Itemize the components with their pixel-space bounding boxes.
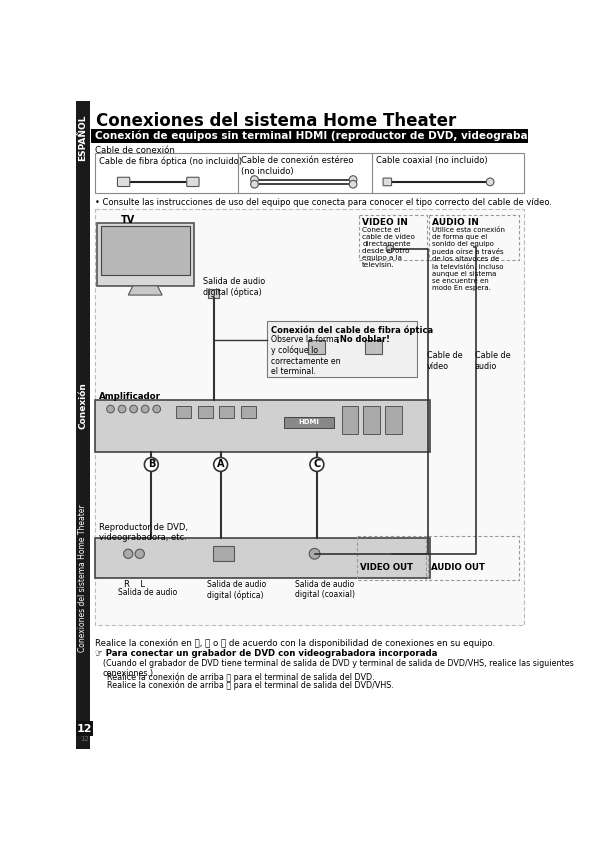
Text: Cable de conexión estéreo
(no incluido): Cable de conexión estéreo (no incluido) [242, 157, 354, 176]
Circle shape [309, 548, 320, 559]
Circle shape [250, 176, 258, 184]
Text: Cable de fibra óptica (no incluido): Cable de fibra óptica (no incluido) [99, 157, 242, 166]
Bar [101, 226, 190, 275]
Bar [98, 222, 194, 285]
Text: VIDEO IN: VIDEO IN [362, 218, 408, 227]
Circle shape [142, 405, 149, 413]
Text: Reproductor de DVD,
videograbadora, etc.: Reproductor de DVD, videograbadora, etc. [99, 523, 188, 542]
Polygon shape [129, 285, 162, 295]
Bar [359, 215, 427, 259]
Text: AUDIO OUT: AUDIO OUT [431, 563, 485, 572]
Circle shape [386, 245, 394, 253]
Circle shape [124, 549, 133, 558]
Circle shape [250, 180, 258, 188]
Text: VIDEO OUT: VIDEO OUT [360, 563, 413, 572]
Bar [428, 215, 519, 259]
Bar [95, 400, 430, 452]
Text: ☞ Para conectar un grabador de DVD con videograbadora incorporada: ☞ Para conectar un grabador de DVD con v… [95, 649, 437, 658]
Text: Cable de
audio: Cable de audio [475, 351, 511, 370]
Bar [363, 406, 380, 434]
Text: Utilice esta conexión
de forma que el
sonido del equipo
pueda oírse a través
de : Utilice esta conexión de forma que el so… [431, 226, 505, 291]
Text: Cable de
vídeo: Cable de vídeo [427, 351, 462, 370]
Text: Conexiones del sistema Home Theater: Conexiones del sistema Home Theater [79, 504, 87, 653]
FancyBboxPatch shape [117, 178, 130, 187]
Bar [95, 153, 524, 194]
FancyBboxPatch shape [187, 178, 199, 187]
Bar [342, 406, 358, 434]
Bar [76, 721, 93, 736]
Text: C: C [313, 460, 321, 470]
Text: 12: 12 [80, 736, 89, 742]
Text: Realice la conexión de arriba Ⓐ para el terminal de salida del DVD.: Realice la conexión de arriba Ⓐ para el … [107, 673, 374, 682]
Text: Conecte el
cable de vídeo
directamente
desde el otro
equipo a la
televisín.: Conecte el cable de vídeo directamente d… [362, 226, 415, 268]
Text: A: A [217, 460, 224, 470]
Text: Conexiones del sistema Home Theater: Conexiones del sistema Home Theater [96, 112, 456, 130]
Bar [357, 536, 426, 580]
Text: Salida de audio
digital (óptica): Salida de audio digital (óptica) [203, 277, 265, 296]
Text: ¡No doblar!: ¡No doblar! [336, 335, 390, 344]
Circle shape [118, 405, 126, 413]
Bar [95, 538, 430, 578]
Circle shape [135, 549, 145, 558]
Text: Amplificador: Amplificador [99, 392, 161, 401]
Bar [198, 406, 213, 418]
Circle shape [349, 180, 357, 188]
Bar [384, 406, 402, 434]
Circle shape [310, 457, 324, 472]
Circle shape [145, 457, 158, 472]
Text: Observe la forma
y colóque lo
correctamente en
el terminal.: Observe la forma y colóque lo correctame… [271, 335, 340, 376]
Text: AUDIO IN: AUDIO IN [431, 218, 478, 227]
Text: Cable coaxial (no incluido): Cable coaxial (no incluido) [376, 157, 488, 166]
Circle shape [214, 457, 227, 472]
Text: HDMI: HDMI [298, 419, 319, 425]
Circle shape [486, 178, 494, 186]
Text: Realice la conexión en Ⓐ, Ⓑ o Ⓒ de acuerdo con la disponibilidad de conexiones e: Realice la conexión en Ⓐ, Ⓑ o Ⓒ de acuer… [95, 638, 495, 648]
Text: Conexión de equipos sin terminal HDMI (reproductor de DVD, videograbadora, etc.): Conexión de equipos sin terminal HDMI (r… [95, 131, 590, 141]
Text: • Consulte las instrucciones de uso del equipo que conecta para conocer el tipo : • Consulte las instrucciones de uso del … [95, 198, 552, 207]
Text: TV: TV [121, 215, 135, 225]
Bar [428, 536, 519, 580]
Bar [76, 101, 90, 749]
Bar [176, 406, 192, 418]
Text: B: B [148, 460, 155, 470]
Bar [284, 417, 334, 428]
Text: Salida de audio: Salida de audio [118, 588, 177, 597]
Bar [240, 406, 256, 418]
Text: Salida de audio
digital (coaxial): Salida de audio digital (coaxial) [295, 580, 355, 600]
Text: (Cuando el grabador de DVD tiene terminal de salida de DVD y terminal de salida : (Cuando el grabador de DVD tiene termina… [103, 658, 574, 678]
Circle shape [153, 405, 161, 413]
Circle shape [349, 176, 357, 184]
Bar [91, 129, 528, 142]
Bar [308, 339, 325, 354]
Circle shape [107, 405, 114, 413]
Text: Cable de conexión: Cable de conexión [95, 147, 175, 156]
Text: Realice la conexión de arriba Ⓑ para el terminal de salida del DVD/VHS.: Realice la conexión de arriba Ⓑ para el … [107, 681, 393, 690]
Text: R    L: R L [124, 580, 145, 589]
Bar [208, 289, 219, 298]
Text: Salida de audio
digital (óptica): Salida de audio digital (óptica) [207, 580, 266, 600]
Bar [219, 406, 234, 418]
Text: Conexión del cable de fibra óptica: Conexión del cable de fibra óptica [271, 325, 433, 334]
Bar [365, 339, 381, 354]
Text: ESPAÑOL: ESPAÑOL [79, 115, 87, 162]
Bar [213, 546, 234, 562]
Text: Conexión: Conexión [79, 381, 87, 429]
Bar [95, 209, 524, 625]
FancyBboxPatch shape [383, 178, 392, 186]
Bar [267, 322, 417, 376]
Circle shape [130, 405, 137, 413]
Text: 12: 12 [77, 723, 92, 733]
